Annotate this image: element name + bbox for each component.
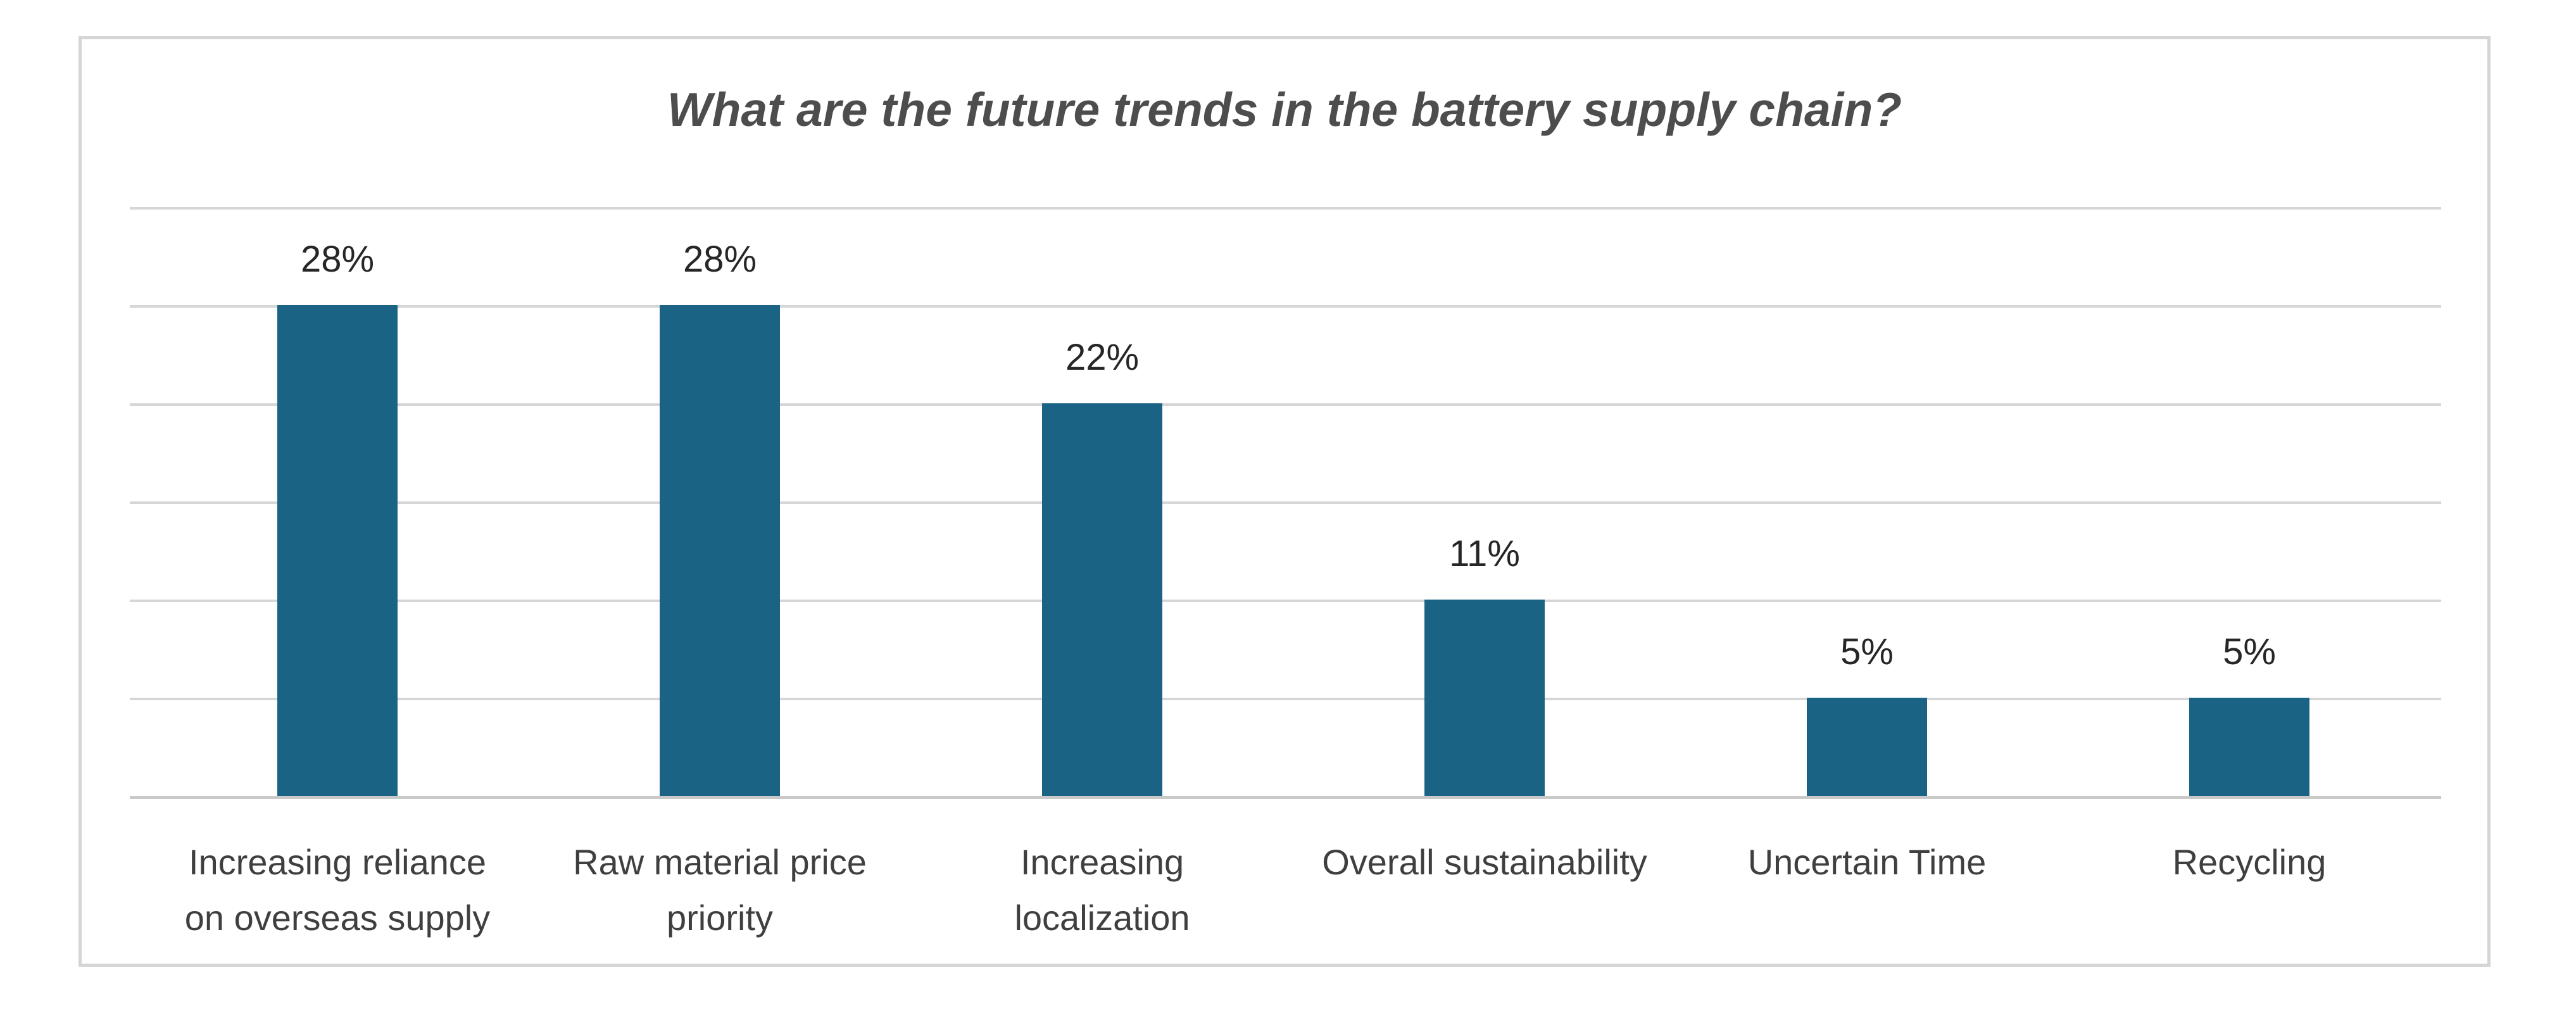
category-label: Increasing reliance on overseas supply: [146, 834, 529, 946]
category-label-line: Raw material price: [573, 842, 867, 882]
category-label-line: Increasing reliance: [188, 842, 487, 882]
category-label-line: localization: [1014, 898, 1190, 938]
gridline: [130, 403, 2441, 406]
bar-4: [1424, 600, 1545, 796]
category-label-line: Recycling: [2172, 842, 2327, 882]
bar-value-label: 28%: [682, 239, 757, 280]
plot-area: 28% Increasing reliance on overseas supply…: [130, 207, 2441, 938]
bar-value-label: 5%: [2223, 631, 2276, 672]
category-label: Raw material price priority: [529, 834, 911, 946]
gridline: [130, 305, 2441, 308]
bar-value-label: 11%: [1449, 533, 1520, 574]
bar-1: [277, 305, 398, 796]
chart-title: What are the future trends in the batter…: [667, 83, 1902, 136]
x-axis-line: [130, 796, 2441, 799]
gridline: [130, 207, 2441, 210]
chart-frame: What are the future trends in the batter…: [79, 36, 2491, 967]
bar-value-label: 22%: [1065, 337, 1140, 378]
category-label-line: Uncertain Time: [1747, 842, 1987, 882]
bar-5: [1807, 698, 1927, 796]
category-label-line: Increasing: [1020, 842, 1184, 882]
category-label-line: Overall sustainability: [1322, 842, 1647, 882]
bar-6: [2189, 698, 2309, 796]
gridline: [130, 501, 2441, 504]
category-label: Recycling: [2058, 834, 2441, 890]
category-label: Overall sustainability: [1293, 834, 1676, 890]
bar-value-label: 5%: [1840, 631, 1894, 672]
category-label-line: priority: [666, 898, 774, 938]
category-label-line: on overseas supply: [184, 898, 491, 938]
category-label: Uncertain Time: [1676, 834, 2058, 890]
bar-3: [1042, 403, 1162, 796]
bar-value-label: 28%: [300, 239, 375, 280]
gridline: [130, 600, 2441, 602]
category-label: Increasing localization: [911, 834, 1293, 946]
bar-2: [660, 305, 780, 796]
gridline: [130, 698, 2441, 700]
